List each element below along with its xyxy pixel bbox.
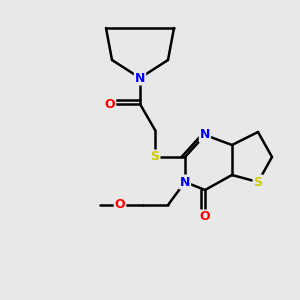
Text: S: S bbox=[254, 176, 262, 188]
Text: N: N bbox=[180, 176, 190, 188]
Text: N: N bbox=[200, 128, 210, 142]
Text: O: O bbox=[200, 211, 210, 224]
Text: N: N bbox=[135, 71, 145, 85]
Text: S: S bbox=[151, 151, 160, 164]
Text: O: O bbox=[115, 199, 125, 212]
Text: O: O bbox=[105, 98, 115, 110]
